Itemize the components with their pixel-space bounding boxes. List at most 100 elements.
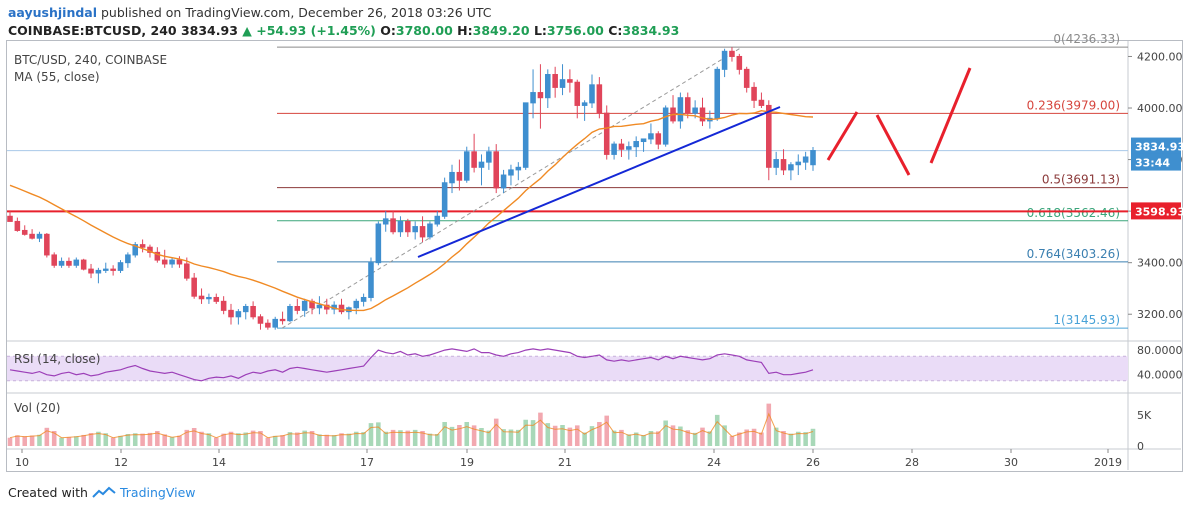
x-tick-label: 30 xyxy=(1004,456,1018,469)
volume-bar xyxy=(368,423,374,446)
candle-body xyxy=(471,151,477,168)
volume-bar xyxy=(147,432,153,446)
volume-bar xyxy=(552,425,558,446)
volume-bar xyxy=(96,431,101,446)
volume-bar xyxy=(692,432,698,446)
fib-level-label: 1(3145.93) xyxy=(1053,313,1120,327)
publish-line: aayushjindal published on TradingView.co… xyxy=(8,5,492,20)
candle-body xyxy=(648,133,654,140)
x-tick-label: 19 xyxy=(460,456,474,469)
candle-body xyxy=(441,182,448,217)
candle-body xyxy=(626,146,632,150)
volume-bar xyxy=(7,437,13,446)
volume-bar xyxy=(221,433,226,446)
volume-bar xyxy=(788,433,794,446)
fib-level-label: 0.764(3403.26) xyxy=(1027,247,1120,261)
candle-body xyxy=(530,92,536,104)
volume-ma-line xyxy=(9,412,814,439)
volume-bar xyxy=(155,431,160,446)
candle-body xyxy=(169,259,175,265)
volume-bar xyxy=(530,420,536,446)
candle-body xyxy=(279,318,286,322)
candle-body xyxy=(139,244,146,248)
candle-body xyxy=(250,305,256,318)
volume-bar xyxy=(604,415,610,446)
candle-body xyxy=(294,305,301,311)
candle-body xyxy=(7,215,13,222)
volume-bar xyxy=(15,435,20,446)
rsi-tick-label: 40.0000 xyxy=(1137,369,1183,382)
tradingview-logo-icon xyxy=(92,486,116,498)
volume-bar xyxy=(140,433,145,446)
candle-body xyxy=(191,277,197,297)
candle-body xyxy=(390,218,396,233)
volume-bar xyxy=(302,430,307,446)
open-label: O: xyxy=(380,23,396,38)
candle-body xyxy=(802,156,809,163)
fib-level-label: 0.618(3562.46) xyxy=(1027,206,1120,220)
candle-body xyxy=(684,97,691,114)
volume-bar xyxy=(110,437,116,446)
volume-bar xyxy=(412,429,418,446)
volume-bar xyxy=(66,437,72,446)
candle-body xyxy=(743,68,750,88)
candle-body xyxy=(773,159,779,168)
volume-bar xyxy=(626,434,632,446)
close-label: C: xyxy=(608,23,623,38)
last-price-badge-bg xyxy=(1131,137,1181,155)
candle-body xyxy=(581,102,588,106)
rsi-tick-label: 80.0000 xyxy=(1137,344,1183,357)
fib-level-label: 0.236(3979.00) xyxy=(1027,98,1120,112)
volume-bar xyxy=(228,431,234,446)
high-label: H: xyxy=(457,23,473,38)
volume-bar xyxy=(722,425,727,446)
resistance-badge-bg xyxy=(1131,202,1181,220)
candle-body xyxy=(463,151,470,181)
volume-bar xyxy=(508,429,514,446)
volume-bar xyxy=(795,431,801,446)
volume-bar xyxy=(545,423,551,446)
volume-bar xyxy=(670,425,676,446)
candle-body xyxy=(736,55,743,70)
footer-brand[interactable]: TradingView xyxy=(119,485,196,500)
forecast-line-3 xyxy=(929,67,972,164)
volume-bar xyxy=(118,435,123,446)
volume-bar xyxy=(479,428,484,446)
volume-bar xyxy=(486,430,492,446)
volume-bar xyxy=(435,434,440,446)
countdown-badge: 33:44 xyxy=(1135,157,1170,170)
candle-body xyxy=(117,262,124,271)
footer-created: Created with xyxy=(8,485,88,500)
candle-body xyxy=(21,229,28,235)
volume-bar xyxy=(51,431,57,446)
candle-body xyxy=(176,259,183,265)
candle-body xyxy=(198,295,205,300)
author-link[interactable]: aayushjindal xyxy=(8,5,98,20)
candle-body xyxy=(397,220,404,233)
volume-bar xyxy=(272,435,278,446)
volume-bar xyxy=(538,412,543,446)
volume-bar xyxy=(574,425,580,446)
symbol-label: COINBASE:BTCUSD, 240 xyxy=(8,23,177,38)
candle-body xyxy=(228,309,234,318)
y-tick-label: 3200.00 xyxy=(1137,308,1183,321)
candle-body xyxy=(161,259,168,265)
candle-body xyxy=(132,244,139,256)
resistance-badge: 3598.93 xyxy=(1135,205,1185,218)
volume-bar xyxy=(199,431,204,446)
candle-body xyxy=(235,311,242,318)
y-tick-label: 4000.00 xyxy=(1137,102,1183,115)
volume-bar xyxy=(287,432,293,446)
volume-bar xyxy=(427,433,433,446)
candle-body xyxy=(662,107,669,145)
candle-body xyxy=(699,107,706,122)
candle-body xyxy=(537,92,544,99)
countdown-badge-bg xyxy=(1131,153,1181,171)
low-value: 3756.00 xyxy=(546,23,604,38)
candle-body xyxy=(125,254,131,264)
volume-bar xyxy=(243,432,249,446)
candle-body xyxy=(559,79,566,88)
volume-bar xyxy=(619,429,624,446)
candle-body xyxy=(567,79,573,83)
